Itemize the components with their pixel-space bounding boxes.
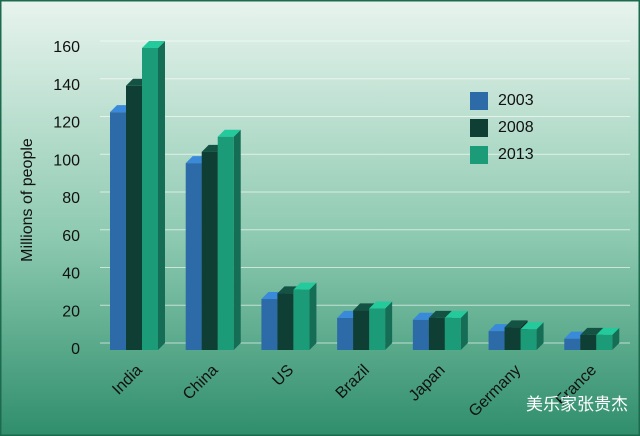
legend-swatch — [470, 146, 488, 164]
bar — [504, 327, 521, 350]
bar — [353, 310, 370, 350]
bar-top — [217, 129, 241, 137]
bar-top — [596, 327, 620, 335]
bar — [126, 85, 142, 350]
bar — [337, 317, 354, 350]
bar-top — [444, 310, 468, 318]
bar-top — [428, 310, 452, 318]
bar — [520, 329, 537, 350]
bar — [488, 331, 505, 350]
bar-top — [580, 327, 604, 335]
bar — [444, 317, 461, 350]
bar-top — [293, 282, 317, 290]
bar-side — [233, 129, 241, 350]
y-tick-label: 160 — [53, 39, 80, 56]
bar-side — [309, 282, 317, 350]
y-tick-label: 140 — [53, 77, 80, 94]
bar-top — [520, 322, 544, 330]
bar-side — [536, 322, 544, 350]
bar-top — [504, 320, 528, 328]
bar — [428, 317, 445, 350]
legend-label: 2013 — [498, 146, 534, 163]
bar-side — [385, 301, 393, 350]
bar-side — [158, 41, 165, 350]
y-tick-label: 60 — [62, 228, 80, 245]
legend-label: 2008 — [498, 119, 534, 136]
bar — [564, 338, 581, 350]
legend-swatch — [470, 119, 488, 137]
bar — [142, 48, 158, 350]
y-tick-label: 20 — [62, 303, 80, 320]
y-tick-label: 40 — [62, 266, 80, 283]
bar — [201, 151, 218, 350]
bar-top — [369, 301, 393, 309]
bar — [412, 319, 429, 350]
y-tick-label: 80 — [62, 190, 80, 207]
bar — [580, 334, 597, 350]
y-tick-label: 120 — [53, 115, 80, 132]
bar-top — [142, 41, 165, 48]
legend-swatch — [470, 92, 488, 110]
bar-side — [612, 327, 620, 350]
bar-side — [460, 310, 468, 350]
bar — [185, 163, 202, 350]
y-tick-label: 0 — [71, 341, 80, 358]
bar — [277, 293, 294, 350]
bar — [596, 334, 613, 350]
watermark: 美乐家张贵杰 — [526, 395, 628, 415]
bar — [110, 112, 126, 350]
bar — [293, 289, 310, 350]
legend-label: 2003 — [498, 92, 534, 109]
y-tick-label: 100 — [53, 152, 80, 169]
y-axis-label: Millions of people — [19, 138, 36, 262]
bar — [217, 136, 234, 350]
bar — [261, 299, 278, 350]
bar — [369, 308, 386, 350]
